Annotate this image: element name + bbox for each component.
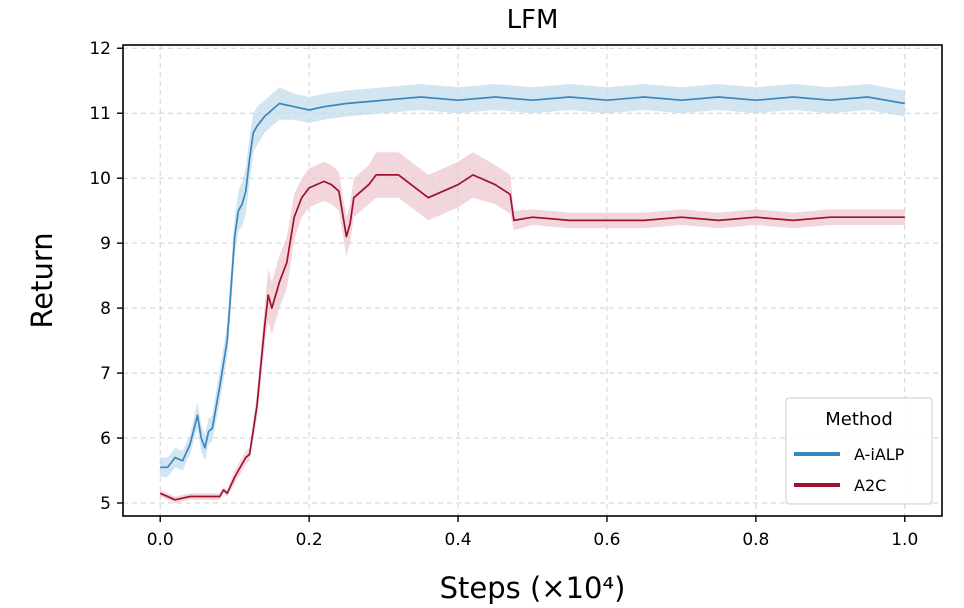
series-line-a2c [159, 174, 905, 501]
y-tick-label: 7 [100, 364, 111, 384]
y-tick-label: 12 [89, 39, 111, 59]
x-tick-label: 0.6 [593, 530, 620, 550]
x-axis-label: Steps (×10⁴) [440, 571, 626, 605]
x-tick-label: 0.8 [742, 530, 769, 550]
series-lines [159, 96, 905, 501]
chart-title: LFM [507, 5, 559, 35]
band-a2c [160, 152, 905, 503]
y-tick-label: 5 [100, 494, 111, 514]
y-tick-label: 9 [100, 234, 111, 254]
y-tick-label: 10 [89, 169, 111, 189]
legend: Method A-iALP A2C [785, 397, 933, 505]
x-tick-label: 0.2 [296, 530, 323, 550]
legend-title: Method [825, 409, 893, 430]
axis-ticks: 0.0 0.2 0.4 0.6 0.8 1.0 5 6 7 8 9 10 11 12 [89, 39, 918, 550]
series-line-a-ialp [160, 96, 905, 469]
legend-box [785, 397, 933, 505]
y-axis-label: Return [25, 232, 59, 328]
y-tick-label: 6 [100, 429, 111, 449]
x-tick-label: 0.0 [147, 530, 174, 550]
plot-frame [122, 44, 943, 517]
legend-label-a-ialp: A-iALP [854, 445, 905, 464]
y-tick-label: 8 [100, 299, 111, 319]
x-tick-label: 1.0 [891, 530, 918, 550]
x-tick-label: 0.4 [445, 530, 472, 550]
y-tick-label: 11 [89, 104, 111, 124]
legend-label-a2c: A2C [854, 476, 886, 495]
confidence-bands [160, 84, 905, 503]
